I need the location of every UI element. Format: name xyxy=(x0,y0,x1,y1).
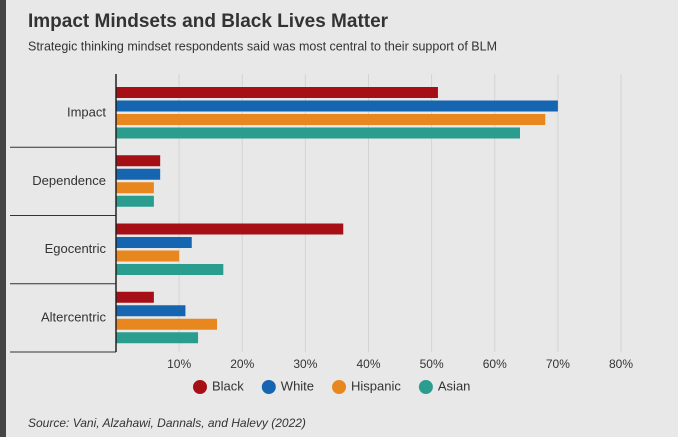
y-tick-label: Dependence xyxy=(32,173,106,188)
bar xyxy=(116,195,154,207)
legend-label: Black xyxy=(212,378,244,393)
bar xyxy=(116,291,154,303)
legend-marker xyxy=(193,380,207,394)
bar xyxy=(116,318,217,330)
bar xyxy=(116,250,180,262)
legend-marker xyxy=(261,380,276,394)
bar xyxy=(116,114,546,125)
bar xyxy=(116,182,154,194)
x-tick-label: 70% xyxy=(546,357,570,371)
bar xyxy=(116,264,224,275)
bar xyxy=(116,305,186,317)
bar xyxy=(116,223,344,235)
y-tick-label: Impact xyxy=(67,105,106,120)
x-tick-label: 10% xyxy=(167,357,191,371)
bar xyxy=(116,168,161,180)
chart-subtitle: Strategic thinking mindset respondents s… xyxy=(28,39,497,53)
bar xyxy=(116,127,520,139)
y-tick-label: Egocentric xyxy=(45,241,107,256)
legend-label: White xyxy=(281,378,314,393)
legend-marker xyxy=(332,380,347,394)
bar xyxy=(116,155,161,167)
left-border xyxy=(0,0,6,437)
legend-label: Asian xyxy=(438,378,471,393)
source-note: Source: Vani, Alzahawi, Dannals, and Hal… xyxy=(28,416,306,430)
bar xyxy=(116,332,199,344)
x-tick-label: 30% xyxy=(293,357,317,371)
x-tick-label: 50% xyxy=(420,357,444,371)
x-tick-label: 40% xyxy=(356,357,380,371)
x-tick-label: 20% xyxy=(230,357,254,371)
x-tick-label: 60% xyxy=(483,357,507,371)
bar xyxy=(116,100,558,112)
bar xyxy=(116,237,192,248)
x-tick-label: 80% xyxy=(609,357,633,371)
bar xyxy=(116,87,438,98)
legend-marker xyxy=(418,380,433,394)
y-tick-label: Altercentric xyxy=(41,309,107,324)
legend-label: Hispanic xyxy=(351,378,401,393)
chart-title: Impact Mindsets and Black Lives Matter xyxy=(28,11,389,32)
